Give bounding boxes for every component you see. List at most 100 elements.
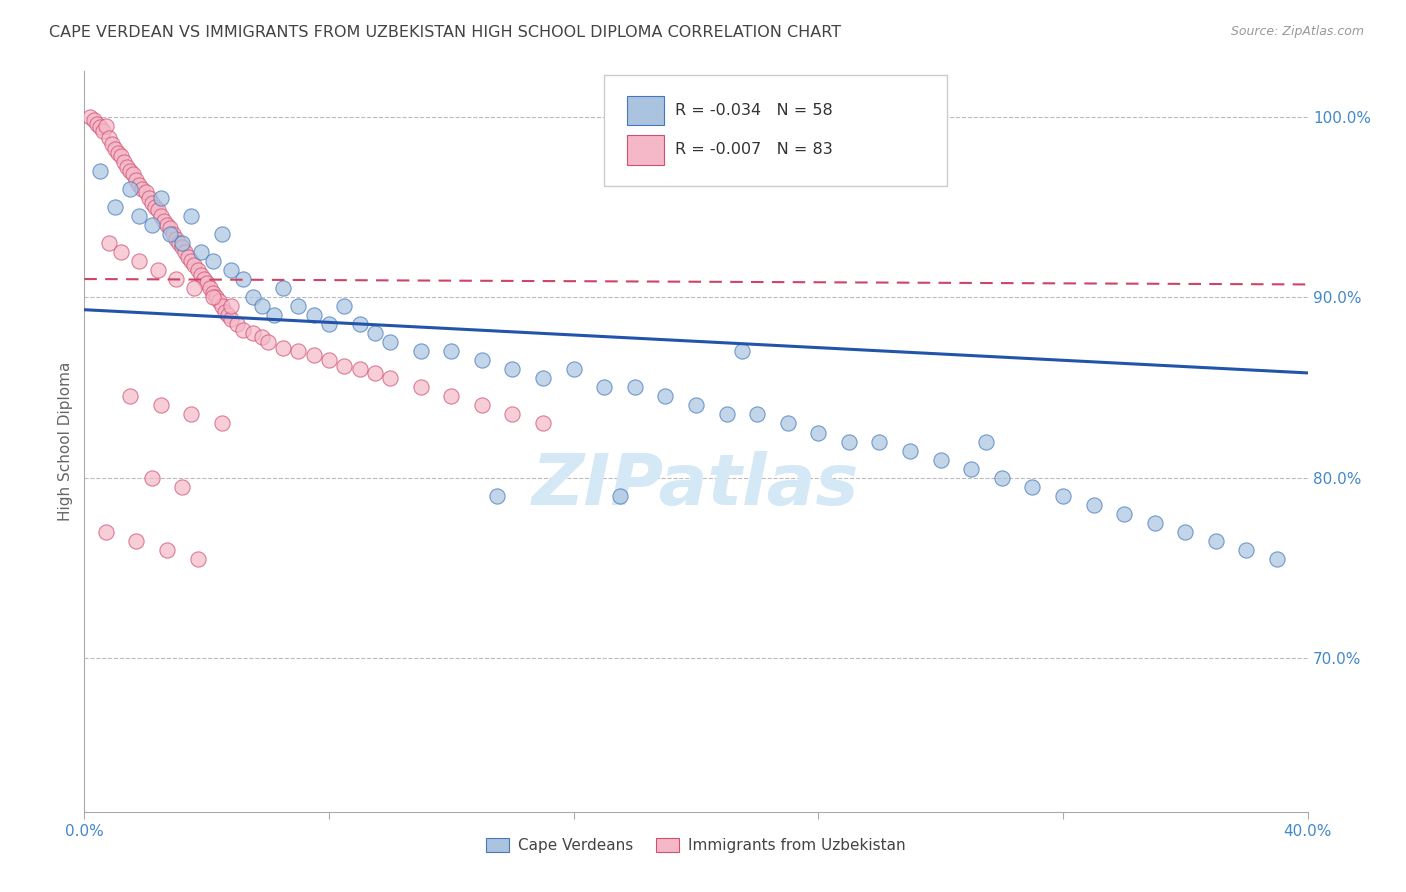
Point [318, 317, 340, 331]
Point [1205, 533, 1227, 548]
Point [195, 276, 218, 290]
Point [287, 299, 309, 313]
Point [159, 221, 181, 235]
Point [302, 308, 325, 322]
Point [226, 317, 249, 331]
Point [141, 218, 163, 232]
Point [440, 344, 463, 359]
Point [180, 408, 202, 422]
Point [162, 227, 184, 241]
Point [380, 371, 402, 385]
Point [1083, 498, 1105, 512]
Point [146, 203, 169, 218]
Point [165, 272, 187, 286]
Point [112, 154, 135, 169]
Point [440, 389, 463, 403]
Text: R = -0.034   N = 58: R = -0.034 N = 58 [675, 103, 832, 118]
Point [190, 268, 212, 283]
Point [869, 434, 891, 449]
Point [153, 214, 176, 228]
Point [101, 136, 124, 151]
Point [167, 235, 190, 250]
Point [120, 182, 142, 196]
Point [250, 330, 273, 344]
Point [364, 326, 387, 341]
Point [165, 232, 187, 246]
Point [502, 362, 524, 376]
Point [97, 131, 120, 145]
Point [125, 533, 148, 548]
Point [201, 286, 224, 301]
Point [219, 299, 242, 313]
Point [149, 191, 172, 205]
Point [654, 389, 676, 403]
Point [609, 489, 631, 503]
Point [156, 218, 179, 232]
Text: CAPE VERDEAN VS IMMIGRANTS FROM UZBEKISTAN HIGH SCHOOL DIPLOMA CORRELATION CHART: CAPE VERDEAN VS IMMIGRANTS FROM UZBEKIST… [49, 25, 841, 40]
Point [211, 417, 233, 431]
FancyBboxPatch shape [627, 135, 664, 165]
Point [143, 200, 166, 214]
Point [120, 389, 142, 403]
Point [205, 290, 228, 304]
Point [186, 552, 208, 566]
Y-axis label: High School Diploma: High School Diploma [58, 362, 73, 521]
Text: R = -0.007   N = 83: R = -0.007 N = 83 [675, 143, 832, 157]
Point [302, 348, 325, 362]
Point [110, 149, 132, 163]
Point [232, 322, 254, 336]
Point [219, 311, 242, 326]
Point [83, 113, 105, 128]
Point [333, 359, 356, 373]
Point [409, 344, 432, 359]
Point [1052, 489, 1074, 503]
Point [531, 371, 554, 385]
Point [531, 417, 554, 431]
Point [929, 452, 952, 467]
Point [409, 380, 432, 394]
Point [183, 258, 205, 272]
Point [486, 489, 509, 503]
Point [349, 317, 371, 331]
Point [380, 335, 402, 350]
Point [1021, 480, 1043, 494]
Point [97, 235, 120, 250]
Point [1174, 524, 1197, 539]
Point [471, 353, 494, 368]
Point [198, 281, 221, 295]
Point [180, 254, 202, 268]
Point [128, 178, 150, 193]
Point [214, 304, 236, 318]
Point [593, 380, 616, 394]
Point [122, 167, 145, 181]
Point [208, 293, 231, 308]
Point [146, 263, 169, 277]
Point [138, 191, 160, 205]
Point [177, 251, 200, 265]
Point [172, 239, 194, 253]
Point [1236, 542, 1258, 557]
Point [141, 196, 163, 211]
FancyBboxPatch shape [605, 75, 946, 186]
Point [180, 209, 202, 223]
Point [747, 408, 769, 422]
Point [211, 299, 233, 313]
Point [333, 299, 356, 313]
Point [91, 124, 114, 138]
Point [242, 326, 264, 341]
Point [172, 235, 194, 250]
Point [1143, 516, 1166, 530]
Point [217, 308, 239, 322]
Point [79, 110, 101, 124]
Point [685, 399, 707, 413]
Point [120, 163, 142, 178]
Point [149, 399, 172, 413]
Point [201, 254, 224, 268]
Point [716, 408, 738, 422]
Point [219, 263, 242, 277]
Point [1114, 507, 1136, 521]
Point [172, 480, 194, 494]
Point [174, 244, 197, 259]
Point [128, 254, 150, 268]
Point [86, 117, 108, 131]
